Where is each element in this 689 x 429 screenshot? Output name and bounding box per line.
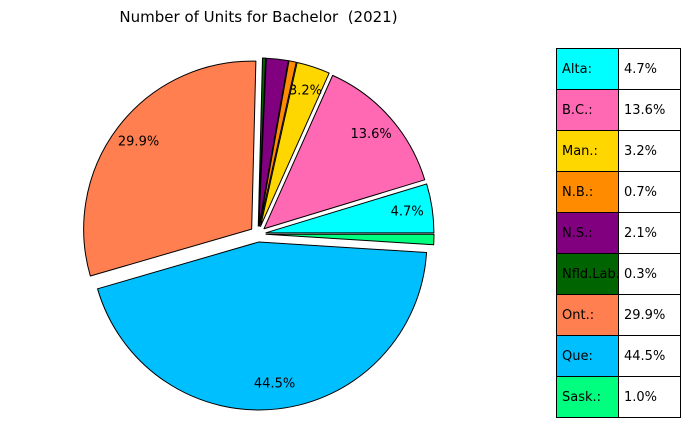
slice-percent-label-1: 13.6% [350, 127, 391, 142]
legend-label-7: Que: [556, 335, 619, 377]
legend-value-5: 0.3% [618, 253, 681, 295]
legend-value-8: 1.0% [618, 376, 681, 418]
legend-label-2: Man.: [556, 130, 619, 172]
slice-percent-label-7: 44.5% [254, 376, 295, 391]
legend-row-4: N.S.: 2.1% [556, 212, 681, 254]
pie-slice-7 [97, 241, 428, 411]
pie-slice-4 [258, 57, 289, 227]
legend-value-4: 2.1% [618, 212, 681, 254]
pie-slice-3 [259, 60, 297, 227]
legend-row-0: Alta: 4.7% [556, 48, 681, 90]
pie-chart: 4.7% 13.6% 3.2% 29.9% 44.5% [83, 57, 435, 411]
legend-value-0: 4.7% [618, 48, 681, 90]
pie-slice-5 [257, 57, 267, 227]
legend-row-5: Nfld.Lab.: 0.3% [556, 253, 681, 295]
legend-table: Alta: 4.7% B.C.: 13.6% Man.: 3.2% N.B.: 0.7% N.S… [556, 48, 681, 418]
pie-slice-6 [83, 60, 257, 277]
legend-label-5: Nfld.Lab.: [556, 253, 619, 295]
legend-value-7: 44.5% [618, 335, 681, 377]
slice-percent-label-6: 29.9% [118, 134, 159, 149]
legend-label-0: Alta: [556, 48, 619, 90]
legend-value-1: 13.6% [618, 89, 681, 131]
legend-row-6: Ont.: 29.9% [556, 294, 681, 336]
legend-row-7: Que: 44.5% [556, 335, 681, 377]
pie-slice-8 [265, 233, 435, 246]
pie-slice-2 [260, 61, 330, 227]
legend-label-1: B.C.: [556, 89, 619, 131]
legend-row-3: N.B.: 0.7% [556, 171, 681, 213]
legend-value-2: 3.2% [618, 130, 681, 172]
legend-label-8: Sask.: [556, 376, 619, 418]
legend-label-3: N.B.: [556, 171, 619, 213]
legend-label-6: Ont.: [556, 294, 619, 336]
legend-label-4: N.S.: [556, 212, 619, 254]
legend-row-1: B.C.: 13.6% [556, 89, 681, 131]
legend-row-8: Sask.: 1.0% [556, 376, 681, 418]
chart-title: Number of Units for Bachelor (2021) [119, 8, 398, 26]
pie-slice-1 [263, 74, 426, 230]
legend-value-3: 0.7% [618, 171, 681, 213]
legend-row-2: Man.: 3.2% [556, 130, 681, 172]
legend-value-6: 29.9% [618, 294, 681, 336]
slice-percent-label-2: 3.2% [289, 83, 322, 98]
legend-body: Alta: 4.7% B.C.: 13.6% Man.: 3.2% N.B.: 0.7% N.S… [556, 48, 681, 418]
pie-slice-0 [265, 183, 435, 234]
slice-percent-label-0: 4.7% [391, 204, 424, 219]
